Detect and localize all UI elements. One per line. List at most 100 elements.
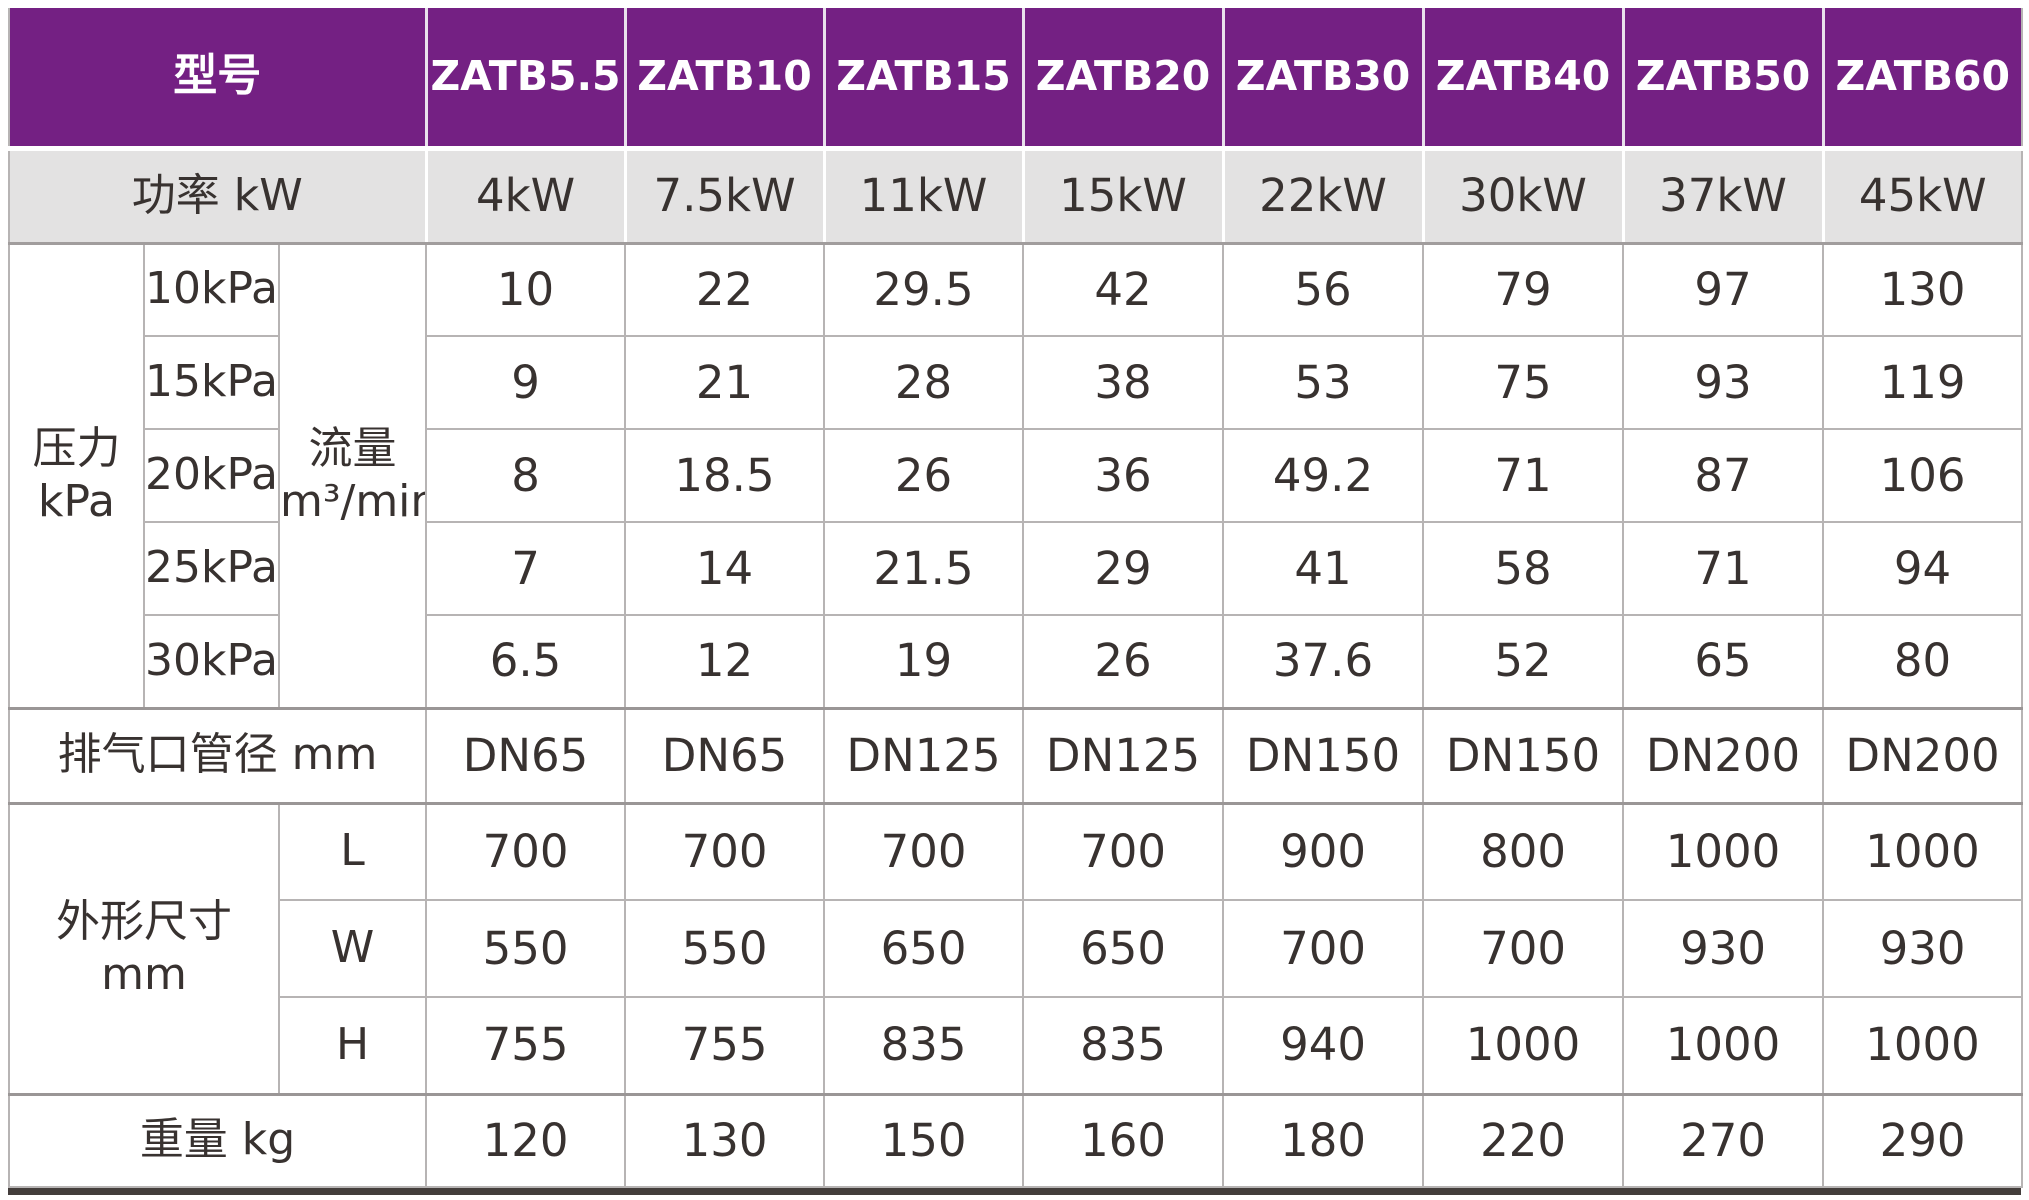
outlet-value-cell: DN150 [1222,706,1425,805]
flow-value-cell: 14 [624,521,826,616]
dim-value-cell: 940 [1222,996,1425,1095]
flow-value-cell: 21.5 [823,521,1025,616]
flow-row-30kpa: 30kPa 6.5 12 19 26 37.6 52 65 80 [9,614,2024,709]
dim-axis-cell: W [277,899,428,998]
pressure-group-label-cell: 压力 kPa [8,242,145,709]
flow-value-cell: 71 [1422,428,1625,523]
flow-value-cell: 37.6 [1222,614,1425,709]
flow-value-cell: 26 [1022,614,1225,709]
pressure-tier-cell: 25kPa [143,521,280,616]
dim-value-cell: 755 [624,996,826,1095]
spec-table: 型号 ZATB5.5 ZATB10 ZATB15 ZATB20 ZATB30 Z… [7,8,2024,1188]
dim-value-cell: 930 [1822,899,2024,998]
flow-row-10kpa: 压力 kPa 10kPa 流量 m³/min 10 22 29.5 42 56 … [8,242,2024,709]
flow-value-cell: 19 [823,614,1025,709]
dim-value-cell: 1000 [1422,996,1625,1095]
flow-value-cell: 8 [425,428,627,523]
dimensions-label-line1: 外形尺寸 [56,895,232,947]
flow-value-cell: 12 [624,614,826,709]
flow-value-cell: 71 [1622,521,1825,616]
dim-row-h: H 755 755 835 835 940 1000 1000 1000 [9,996,2024,1095]
flow-value-cell: 80 [1822,614,2024,709]
flow-row-25kpa: 25kPa 7 14 21.5 29 41 58 71 94 [9,521,2024,616]
outlet-value-cell: DN65 [624,706,826,805]
flow-value-cell: 36 [1022,428,1225,523]
flow-value-cell: 29 [1022,521,1225,616]
pressure-tier-cell: 10kPa [143,242,280,337]
model-header-cell: ZATB50 [1621,8,1824,151]
flow-value-cell: 53 [1222,335,1425,430]
dim-value-cell: 835 [1022,996,1225,1095]
weight-value-cell: 130 [624,1092,826,1188]
weight-value-cell: 150 [823,1092,1025,1188]
dim-value-cell: 835 [823,996,1025,1095]
flow-value-cell: 9 [425,335,627,430]
model-header-row: 型号 ZATB5.5 ZATB10 ZATB15 ZATB20 ZATB30 Z… [9,8,2023,151]
model-header-cell: ZATB15 [822,8,1024,151]
outlet-value-cell: DN200 [1622,706,1825,805]
model-header-cell: ZATB40 [1421,8,1624,151]
dim-value-cell: 1000 [1622,996,1825,1095]
flow-value-cell: 28 [823,335,1025,430]
pressure-tier-cell: 20kPa [143,428,280,523]
model-header-cell: ZATB30 [1221,8,1424,151]
flow-value-cell: 97 [1622,242,1825,337]
flow-value-cell: 93 [1622,335,1825,430]
model-header-cell: ZATB5.5 [424,8,626,151]
dim-value-cell: 650 [1022,899,1225,998]
flow-value-cell: 7 [425,521,627,616]
model-header-cell: ZATB10 [623,8,825,151]
flow-value-cell: 56 [1222,242,1425,337]
outlet-value-cell: DN65 [425,706,627,805]
outlet-value-cell: DN150 [1422,706,1625,805]
weight-label-cell: 重量 kg [7,1092,428,1188]
weight-row: 重量 kg 120 130 150 160 180 220 270 290 [7,1092,2024,1188]
power-value-cell: 37kW [1621,148,1824,245]
flow-value-cell: 119 [1822,335,2024,430]
dim-value-cell: 700 [1222,899,1425,998]
flow-value-cell: 29.5 [823,242,1025,337]
weight-value-cell: 180 [1222,1092,1425,1188]
model-header-cell: ZATB20 [1021,8,1224,151]
weight-value-cell: 120 [425,1092,627,1188]
dim-value-cell: 550 [425,899,627,998]
dim-value-cell: 700 [425,802,627,901]
weight-value-cell: 270 [1622,1092,1825,1188]
flow-value-cell: 65 [1622,614,1825,709]
flow-value-cell: 79 [1422,242,1625,337]
dim-value-cell: 700 [1022,802,1225,901]
outlet-value-cell: DN125 [823,706,1025,805]
flow-value-cell: 38 [1022,335,1225,430]
dim-value-cell: 700 [624,802,826,901]
dimensions-group-label-cell: 外形尺寸 mm [8,802,280,1095]
dim-row-w: W 550 550 650 650 700 700 930 930 [9,899,2024,998]
dim-value-cell: 700 [1422,899,1625,998]
dim-value-cell: 550 [624,899,826,998]
dim-row-l: 外形尺寸 mm L 700 700 700 700 900 800 1000 1… [8,802,2024,1095]
dim-value-cell: 700 [823,802,1025,901]
flow-value-cell: 75 [1422,335,1625,430]
power-row: 功率 kW 4kW 7.5kW 11kW 15kW 22kW 30kW 37kW… [9,148,2023,245]
dim-value-cell: 930 [1622,899,1825,998]
dim-value-cell: 1000 [1822,802,2024,901]
power-value-cell: 15kW [1021,148,1224,245]
dim-value-cell: 800 [1422,802,1625,901]
flow-value-cell: 94 [1822,521,2024,616]
dim-value-cell: 900 [1222,802,1425,901]
power-value-cell: 11kW [822,148,1024,245]
flow-value-cell: 10 [425,242,627,337]
flow-value-cell: 42 [1022,242,1225,337]
weight-value-cell: 220 [1422,1092,1625,1188]
power-value-cell: 30kW [1421,148,1624,245]
power-value-cell: 4kW [424,148,626,245]
weight-value-cell: 290 [1822,1092,2024,1188]
dim-value-cell: 1000 [1822,996,2024,1095]
flow-value-cell: 52 [1422,614,1625,709]
pressure-tier-cell: 30kPa [143,614,280,709]
dim-value-cell: 755 [425,996,627,1095]
flow-value-cell: 130 [1822,242,2024,337]
outlet-label-cell: 排气口管径 mm [7,706,428,805]
flow-value-cell: 106 [1822,428,2024,523]
dim-value-cell: 1000 [1622,802,1825,901]
flow-value-cell: 58 [1422,521,1625,616]
